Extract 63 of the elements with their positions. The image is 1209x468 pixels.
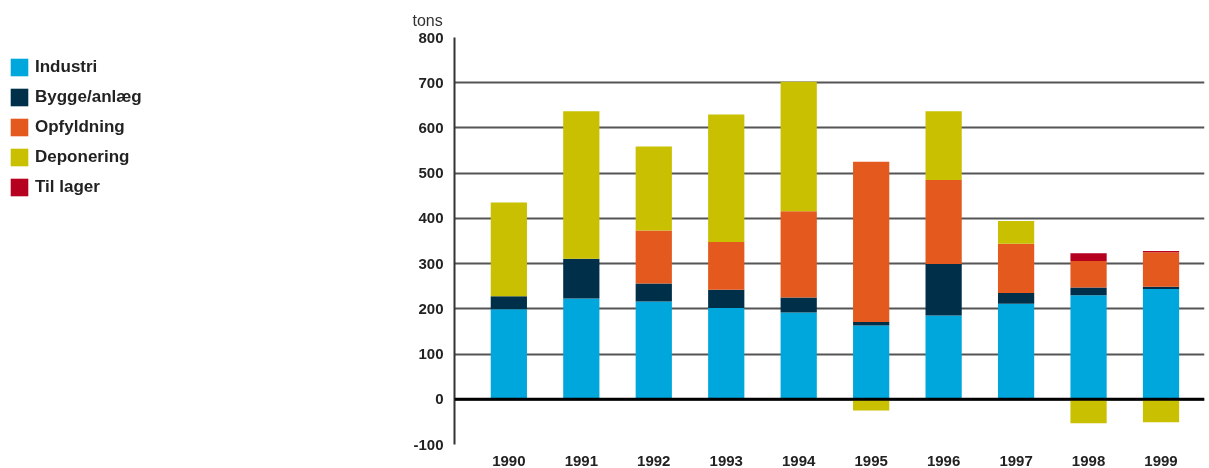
bar xyxy=(925,111,962,180)
bar xyxy=(708,241,745,290)
bar xyxy=(1142,252,1180,287)
bar xyxy=(780,81,817,212)
y-tick-label: 800 xyxy=(418,28,444,46)
bar xyxy=(635,146,672,231)
bar xyxy=(635,283,672,302)
bar xyxy=(853,321,890,326)
bar xyxy=(925,315,962,400)
bar xyxy=(708,289,745,308)
y-tick-label: 400 xyxy=(418,209,444,227)
bar xyxy=(1142,288,1180,400)
bar xyxy=(997,243,1035,294)
bar xyxy=(925,179,962,265)
bar xyxy=(490,309,527,400)
bar xyxy=(490,296,527,310)
x-tick-label: 1995 xyxy=(854,451,888,468)
bar xyxy=(1070,287,1107,296)
legend-label: Industri xyxy=(35,57,98,77)
legend-label: Bygge/anlæg xyxy=(35,87,142,107)
bar xyxy=(563,111,600,259)
bar xyxy=(780,297,817,313)
bar xyxy=(780,211,817,298)
bar xyxy=(563,298,600,400)
x-tick-label: 1993 xyxy=(709,451,743,468)
y-tick-label: 700 xyxy=(418,73,444,91)
bar xyxy=(635,301,672,400)
bar xyxy=(925,264,962,316)
y-tick-label: 300 xyxy=(418,254,444,272)
bar xyxy=(997,303,1035,400)
bar xyxy=(1070,253,1107,261)
x-tick-label: 1999 xyxy=(1144,451,1178,468)
x-tick-label: 1992 xyxy=(637,451,671,468)
x-tick-label: 1991 xyxy=(564,451,598,468)
bar xyxy=(997,221,1035,244)
legend-label: Til lager xyxy=(35,177,100,197)
y-tick-label: 200 xyxy=(418,299,444,317)
legend-label: Opfyldning xyxy=(35,117,125,137)
bar xyxy=(635,230,672,284)
bar xyxy=(1070,295,1107,400)
legend-label: Deponering xyxy=(35,147,130,167)
x-tick-label: 1996 xyxy=(926,451,961,468)
x-tick-label: 1994 xyxy=(782,451,817,468)
bar xyxy=(1070,260,1107,288)
x-tick-label: 1998 xyxy=(1071,451,1106,468)
y-tick-label: 600 xyxy=(418,118,444,136)
bar xyxy=(1070,399,1107,424)
y-axis-title: tons xyxy=(412,11,443,29)
bar xyxy=(780,312,817,400)
bar xyxy=(853,325,890,400)
bar xyxy=(490,202,527,297)
x-tick-label: 1990 xyxy=(492,451,526,468)
y-tick-label: 0 xyxy=(435,390,444,408)
y-tick-label: -100 xyxy=(413,435,444,453)
bar xyxy=(563,258,600,299)
y-tick-label: 100 xyxy=(418,345,444,363)
x-tick-label: 1997 xyxy=(999,451,1033,468)
bar xyxy=(708,307,745,400)
bar xyxy=(708,114,745,242)
y-tick-label: 500 xyxy=(418,164,444,182)
bar xyxy=(997,293,1035,304)
bar xyxy=(1142,399,1180,423)
bar xyxy=(853,161,890,322)
